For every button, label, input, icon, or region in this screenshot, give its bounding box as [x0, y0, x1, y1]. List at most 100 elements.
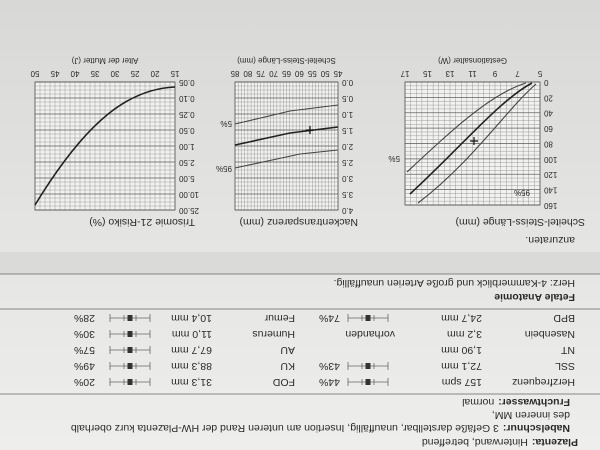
measure-label: BPD — [553, 312, 575, 324]
percentile-marker — [127, 363, 133, 369]
measure-value: 11,0 mm — [172, 328, 212, 340]
y-tick-label: 0 — [543, 78, 548, 87]
y-tick-label: 0.0 — [341, 78, 353, 87]
measure-label: Nasenbein — [525, 328, 575, 340]
x-tick-label: 35 — [90, 69, 99, 78]
y-tick-label: 2.0 — [341, 142, 353, 151]
y-tick-label: 0.5 — [341, 94, 353, 103]
y-tick-label: 3.0 — [341, 174, 353, 183]
chart-title: Nackentransparenz (mm) — [240, 216, 358, 228]
measure-label: Humerus — [252, 328, 295, 340]
y-tick-label: 5.00 — [178, 174, 194, 183]
y-tick-label: 2.50 — [178, 158, 194, 167]
percentile-label: 95% — [216, 164, 232, 173]
measure-value: 31,3 mm — [171, 376, 212, 388]
y-tick-label: 120 — [543, 170, 557, 179]
x-axis-title: Gestationsalter (W) — [438, 56, 507, 65]
plot-frame — [234, 81, 339, 211]
reference-curve — [406, 82, 527, 173]
y-tick-label: 160 — [543, 201, 557, 210]
placenta-label: Plazenta: — [532, 436, 578, 448]
x-axis-title: Scheitel-Steiss-Länge (mm) — [237, 56, 336, 65]
shaded-band — [0, 252, 600, 274]
x-tick-label: 7 — [515, 69, 520, 78]
measure-value: 10,4 mm — [171, 312, 212, 324]
percentile-label: 5% — [220, 119, 232, 128]
y-tick-label: 0.25 — [178, 110, 194, 119]
plot-frame — [404, 81, 541, 206]
umbilical-line: Nabelschnur: 3 Gefäße darstellbar, unauff… — [71, 422, 570, 434]
y-tick-label: 10.00 — [178, 190, 199, 199]
percentile-marker — [365, 315, 371, 321]
x-tick-label: 50 — [30, 69, 39, 78]
amniotic-text: normal — [462, 396, 494, 408]
x-tick-label: 5 — [537, 69, 542, 78]
x-tick-label: 11 — [468, 69, 477, 78]
x-tick-label: 75 — [256, 69, 265, 78]
percentile-marker — [127, 331, 133, 337]
amniotic-line: Fruchtwasser: normal — [462, 396, 570, 408]
y-tick-label: 1.00 — [178, 142, 194, 151]
measure-value: 157 spm — [441, 376, 482, 388]
reference-curve — [234, 104, 339, 125]
placenta-line: Plazenta: Hinterwand, betreffend — [422, 436, 578, 448]
measure-value: 67,7 mm — [171, 344, 212, 356]
measure-extra: vorhanden — [345, 328, 395, 340]
x-tick-label: 50 — [320, 69, 329, 78]
measure-percent: 74% — [319, 312, 340, 324]
y-tick-label: 4.0 — [341, 206, 353, 215]
measure-value: 72,1 mm — [441, 360, 482, 372]
measure-percent: 30% — [74, 328, 95, 340]
x-axis-title: Alter der Mutter (J) — [71, 56, 138, 65]
measure-value: 3,2 mm — [447, 328, 482, 340]
measure-value: 88,3 mm — [171, 360, 212, 372]
percentile-marker — [127, 379, 133, 385]
y-tick-label: 0.10 — [178, 94, 194, 103]
patient-marker — [306, 126, 314, 134]
x-tick-label: 9 — [492, 69, 497, 78]
percentile-marker — [365, 379, 371, 385]
note-text: anzuraten. — [525, 234, 575, 246]
y-tick-label: 60 — [543, 124, 552, 133]
reference-curve — [34, 86, 176, 206]
measure-label: KU — [280, 360, 295, 372]
x-tick-label: 45 — [50, 69, 59, 78]
x-tick-label: 15 — [170, 69, 179, 78]
y-tick-label: 40 — [543, 109, 552, 118]
measure-label: SSL — [555, 360, 575, 372]
measure-value: 1,90 mm — [441, 344, 482, 356]
x-tick-label: 40 — [70, 69, 79, 78]
measure-label: Femur — [264, 312, 295, 324]
measure-percent: 44% — [319, 376, 340, 388]
measure-percent: 20% — [74, 376, 95, 388]
measure-label: NT — [560, 344, 575, 356]
placenta-text: Hinterwand, betreffend — [422, 436, 528, 448]
umbilical-text: 3 Gefäße darstellbar, unauffällig, Inser… — [71, 422, 499, 434]
x-tick-label: 45 — [333, 69, 342, 78]
anatomy-text: Herz: 4-Kammerblick und große Arterien u… — [334, 277, 575, 289]
reference-curve — [234, 149, 339, 169]
reference-curve — [234, 126, 339, 146]
x-tick-label: 85 — [230, 69, 239, 78]
reference-curve — [409, 82, 533, 195]
y-tick-label: 100 — [543, 155, 557, 164]
y-tick-label: 80 — [543, 139, 552, 148]
measure-label: Herzfrequenz — [512, 376, 575, 388]
y-tick-label: 0.50 — [178, 126, 194, 135]
percentile-marker — [127, 347, 133, 353]
x-tick-label: 70 — [269, 69, 278, 78]
rotated-page: Plazenta: Hinterwand, betreffend Nabelschn… — [0, 56, 600, 448]
y-tick-label: 1.5 — [341, 126, 353, 135]
measure-value: 24,7 mm — [441, 312, 482, 324]
x-tick-label: 17 — [400, 69, 409, 78]
y-tick-label: 20 — [543, 93, 552, 102]
x-tick-label: 60 — [294, 69, 303, 78]
patient-marker — [470, 137, 478, 145]
y-tick-label: 140 — [543, 186, 557, 195]
chart-title: Scheitel-Steiss-Länge (mm) — [455, 216, 585, 228]
percentile-label: 5% — [388, 154, 400, 163]
x-tick-label: 65 — [282, 69, 291, 78]
